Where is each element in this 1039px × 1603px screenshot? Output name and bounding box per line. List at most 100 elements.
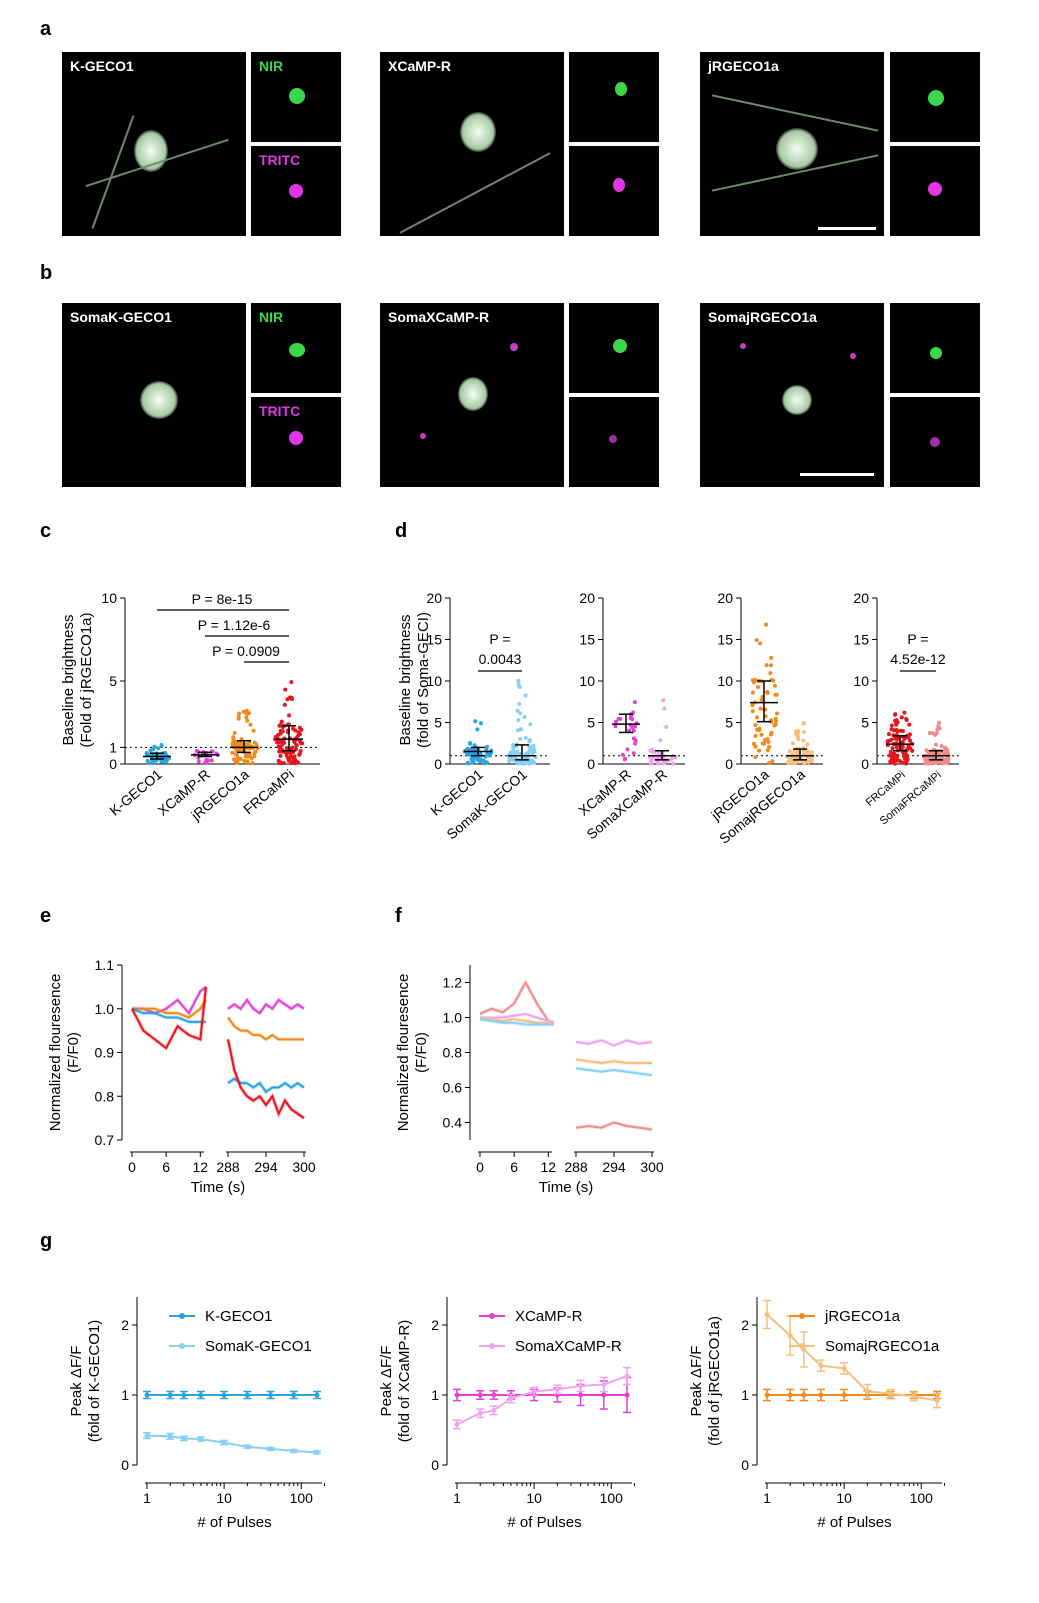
data-point [910,748,915,753]
data-point [156,746,161,751]
data-point [888,1391,894,1397]
series-line [766,1313,938,1402]
y-axis-label-line: Baseline brightness [60,615,77,746]
data-point [287,713,292,718]
y-axis-label: Normalized flouresence (F/F0) [47,974,82,1132]
data-point [277,739,282,744]
data-point [181,1392,187,1398]
data-point [802,749,807,754]
data-point [292,740,297,745]
data-point [753,677,758,682]
data-point [664,724,669,729]
data-point [475,727,480,732]
data-point [288,751,293,756]
data-point [523,735,528,740]
data-point [774,718,779,723]
data-point [268,1446,274,1452]
micrograph-label: XCaMP-R [388,58,452,74]
data-point [511,742,516,747]
series-line [227,1016,304,1041]
data-point [772,723,777,728]
data-point [294,743,299,748]
data-point [662,760,667,765]
data-point [283,687,288,692]
y-tick-label: 0 [725,756,733,772]
data-point [805,742,810,747]
data-point [758,641,763,646]
data-point [885,739,890,744]
y-tick-label: 1 [741,1387,749,1403]
data-point [787,748,792,753]
data-point [900,739,905,744]
micrograph-label: SomajRGECO1a [708,309,817,325]
data-point [245,718,250,723]
data-point [472,751,477,756]
data-point [491,1392,497,1398]
x-tick-label: FRCaMPi [240,766,297,817]
micrograph-somajrgeco1a-nir [890,303,980,393]
data-point [237,711,242,716]
legend-label: SomajRGECO1a [825,1338,940,1355]
panel-label-c: c [40,520,52,542]
data-point [765,690,770,695]
y-tick-label: 20 [717,590,733,606]
data-point [807,758,812,763]
micrograph-kgeco1-nir: NIR [251,52,341,142]
data-point [906,735,911,740]
y-tick-label: 0.8 [95,1088,115,1104]
y-axis-label: Baseline brightness (fold of Soma-GECI) [397,612,432,748]
legend-marker [179,1313,185,1319]
y-tick-label: 20 [853,590,869,606]
data-point [774,692,779,697]
data-point [757,728,762,733]
data-point [943,759,948,764]
data-point [896,758,901,763]
legend-label: jRGECO1a [824,1308,901,1325]
data-point [907,738,912,743]
series-line [480,1012,555,1024]
data-point [289,680,294,685]
data-point [467,752,472,757]
data-point [528,738,533,743]
data-point [144,1433,150,1439]
y-tick-label: 10 [579,673,595,689]
data-point [791,755,796,760]
p-value-label: P = [907,631,928,647]
micrograph-somaxcampr-nir [569,303,659,393]
micrograph-xcampr-merge: XCaMP-R [380,52,564,236]
series-band [226,996,306,1016]
data-point [889,727,894,732]
data-point [248,722,253,727]
data-point [253,749,258,754]
data-point [750,690,755,695]
x-axis-label: Time (s) [539,1179,593,1196]
data-point [763,737,768,742]
micrograph-jrgeco1a-nir [890,52,980,142]
data-point [485,744,490,749]
data-point [516,678,521,683]
data-point [801,730,806,735]
data-point [289,754,294,759]
nir-label: NIR [259,309,284,325]
data-point [516,717,521,722]
data-point [491,1407,497,1413]
y-tick-label: 15 [717,632,733,648]
x-tick-label: 300 [292,1159,316,1175]
data-point [933,732,938,737]
data-point [233,752,238,757]
micrograph-somakgeco1-tritc: TRITC [251,397,341,487]
data-point [632,700,637,705]
data-point [235,755,240,760]
y-tick-label: 0 [121,1457,129,1473]
data-point [244,715,249,720]
data-point [764,1392,770,1398]
data-point [314,1449,320,1455]
data-point [864,1389,870,1394]
data-point [633,738,638,743]
data-point [902,710,907,715]
data-point [245,761,250,766]
series-line [131,986,207,1050]
data-point [907,722,912,727]
data-point [650,747,655,752]
data-point [927,730,932,735]
